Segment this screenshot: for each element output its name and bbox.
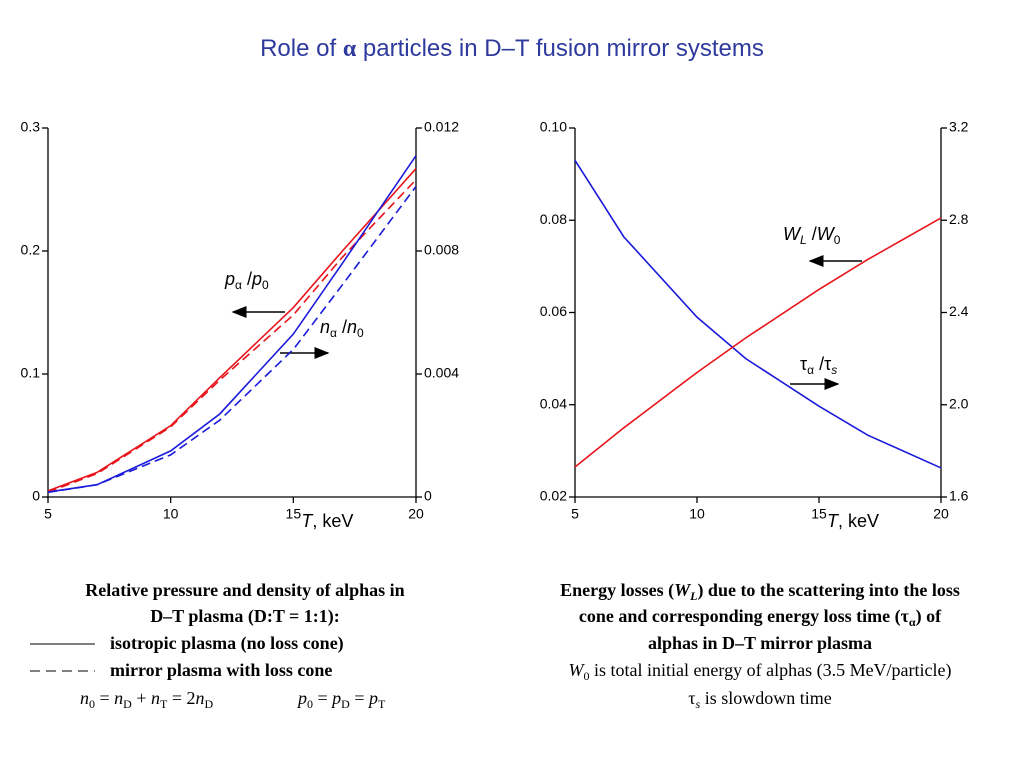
y-tick-label: 0.04 (540, 395, 567, 411)
caption-line: cone and corresponding energy loss time … (579, 606, 942, 629)
formula: p0 = pD = pT (296, 688, 386, 711)
x-tick-label: 10 (163, 506, 179, 522)
x-tick-label: 10 (689, 506, 705, 522)
caption-line: W0 is total initial energy of alphas (3.… (568, 660, 951, 683)
y2-tick-label: 0.012 (424, 119, 459, 135)
series-line (47, 179, 417, 493)
annotation: WL /W0 (783, 224, 841, 247)
series-line (47, 155, 417, 493)
caption-line: alphas in D–T mirror plasma (648, 633, 872, 653)
x-axis-label: T, keV (301, 511, 353, 531)
x-label-var: T (827, 511, 840, 531)
series-line (47, 185, 417, 494)
series-line (574, 217, 942, 468)
y-tick-label: 0.1 (21, 365, 41, 381)
y-tick-label: 0.02 (540, 488, 567, 504)
series-line (47, 168, 417, 492)
x-tick-label: 20 (933, 506, 949, 522)
caption-line: Relative pressure and density of alphas … (85, 580, 404, 600)
x-tick-label: 20 (408, 506, 424, 522)
y2-tick-label: 2.4 (949, 303, 969, 319)
x-tick-label: 15 (286, 506, 302, 522)
y2-tick-label: 2.0 (949, 395, 969, 411)
x-axis-label: T, keV (827, 511, 879, 531)
y-tick-label: 0.08 (540, 211, 567, 227)
x-tick-label: 5 (44, 506, 52, 522)
x-label-var: T (301, 511, 314, 531)
y2-tick-label: 0.004 (424, 365, 459, 381)
y-tick-label: 0.10 (540, 119, 567, 135)
y2-tick-label: 2.8 (949, 211, 969, 227)
x-tick-label: 5 (571, 506, 579, 522)
y2-tick-label: 0.008 (424, 242, 459, 258)
legend-entry: isotropic plasma (no loss cone) (110, 633, 344, 654)
caption-line: D–T plasma (D:T = 1:1): (150, 606, 340, 627)
slide-title: Role of α particles in D–T fusion mirror… (260, 35, 764, 62)
series-line (574, 159, 942, 469)
caption-left: Relative pressure and density of alphas … (85, 580, 404, 627)
x-label-unit: , keV (312, 511, 353, 531)
y-tick-label: 0.06 (540, 303, 567, 319)
caption-right: Energy losses (WL) due to the scattering… (560, 580, 960, 711)
y-tick-label: 0 (32, 488, 40, 504)
legend-entry: mirror plasma with loss cone (110, 660, 332, 680)
formula: n0 = nD + nT = 2nD (80, 688, 213, 711)
caption-line: τs is slowdown time (688, 688, 831, 711)
y2-tick-label: 3.2 (949, 119, 969, 135)
caption-line: Energy losses (WL) due to the scattering… (560, 580, 960, 603)
annotation: nα /n0 (320, 317, 364, 340)
y2-tick-label: 1.6 (949, 488, 969, 504)
y2-tick-label: 0 (424, 488, 432, 504)
y-tick-label: 0.2 (21, 242, 41, 258)
annotation: pα /p0 (224, 269, 269, 292)
x-label-unit: , keV (838, 511, 879, 531)
x-tick-label: 15 (811, 506, 827, 522)
annotation: τα /τs (800, 354, 837, 377)
y-tick-label: 0.3 (21, 119, 41, 135)
